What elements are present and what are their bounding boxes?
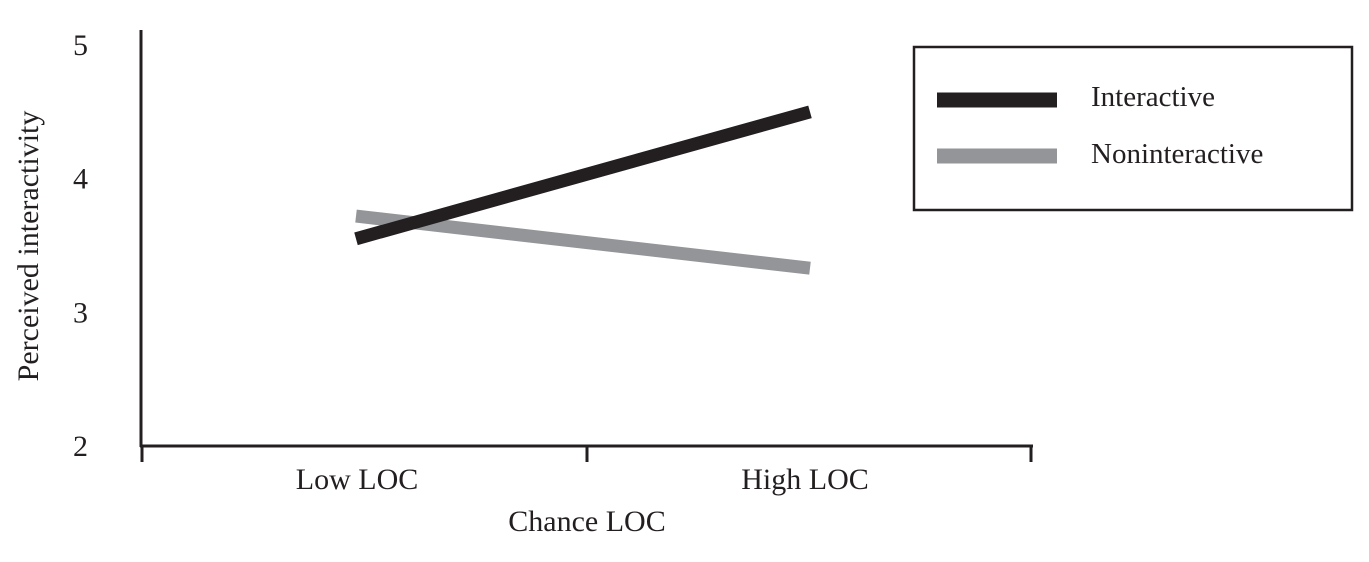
y-tick-label: 5 bbox=[73, 29, 88, 62]
x-tick-label: Low LOC bbox=[296, 463, 419, 496]
x-axis-ticks bbox=[140, 446, 1033, 462]
legend-box bbox=[912, 45, 1354, 212]
series-line-noninteractive bbox=[355, 209, 811, 275]
y-axis-ticks: 2 3 4 5 bbox=[73, 29, 88, 463]
series-line-interactive bbox=[354, 105, 812, 246]
y-tick-label: 3 bbox=[73, 296, 88, 329]
legend-label-interactive: Interactive bbox=[1091, 81, 1215, 113]
x-axis-title: Chance LOC bbox=[508, 505, 665, 538]
series-lines bbox=[354, 105, 812, 275]
legend-label-noninteractive: Noninteractive bbox=[1091, 138, 1263, 170]
x-tick-label: High LOC bbox=[741, 463, 869, 496]
legend: Interactive Noninteractive bbox=[912, 45, 1354, 212]
y-tick-label: 2 bbox=[73, 430, 88, 463]
y-tick-label: 4 bbox=[73, 163, 88, 196]
x-axis-labels: Low LOC High LOC bbox=[296, 463, 869, 496]
y-axis-title: Perceived interactivity bbox=[12, 111, 45, 382]
